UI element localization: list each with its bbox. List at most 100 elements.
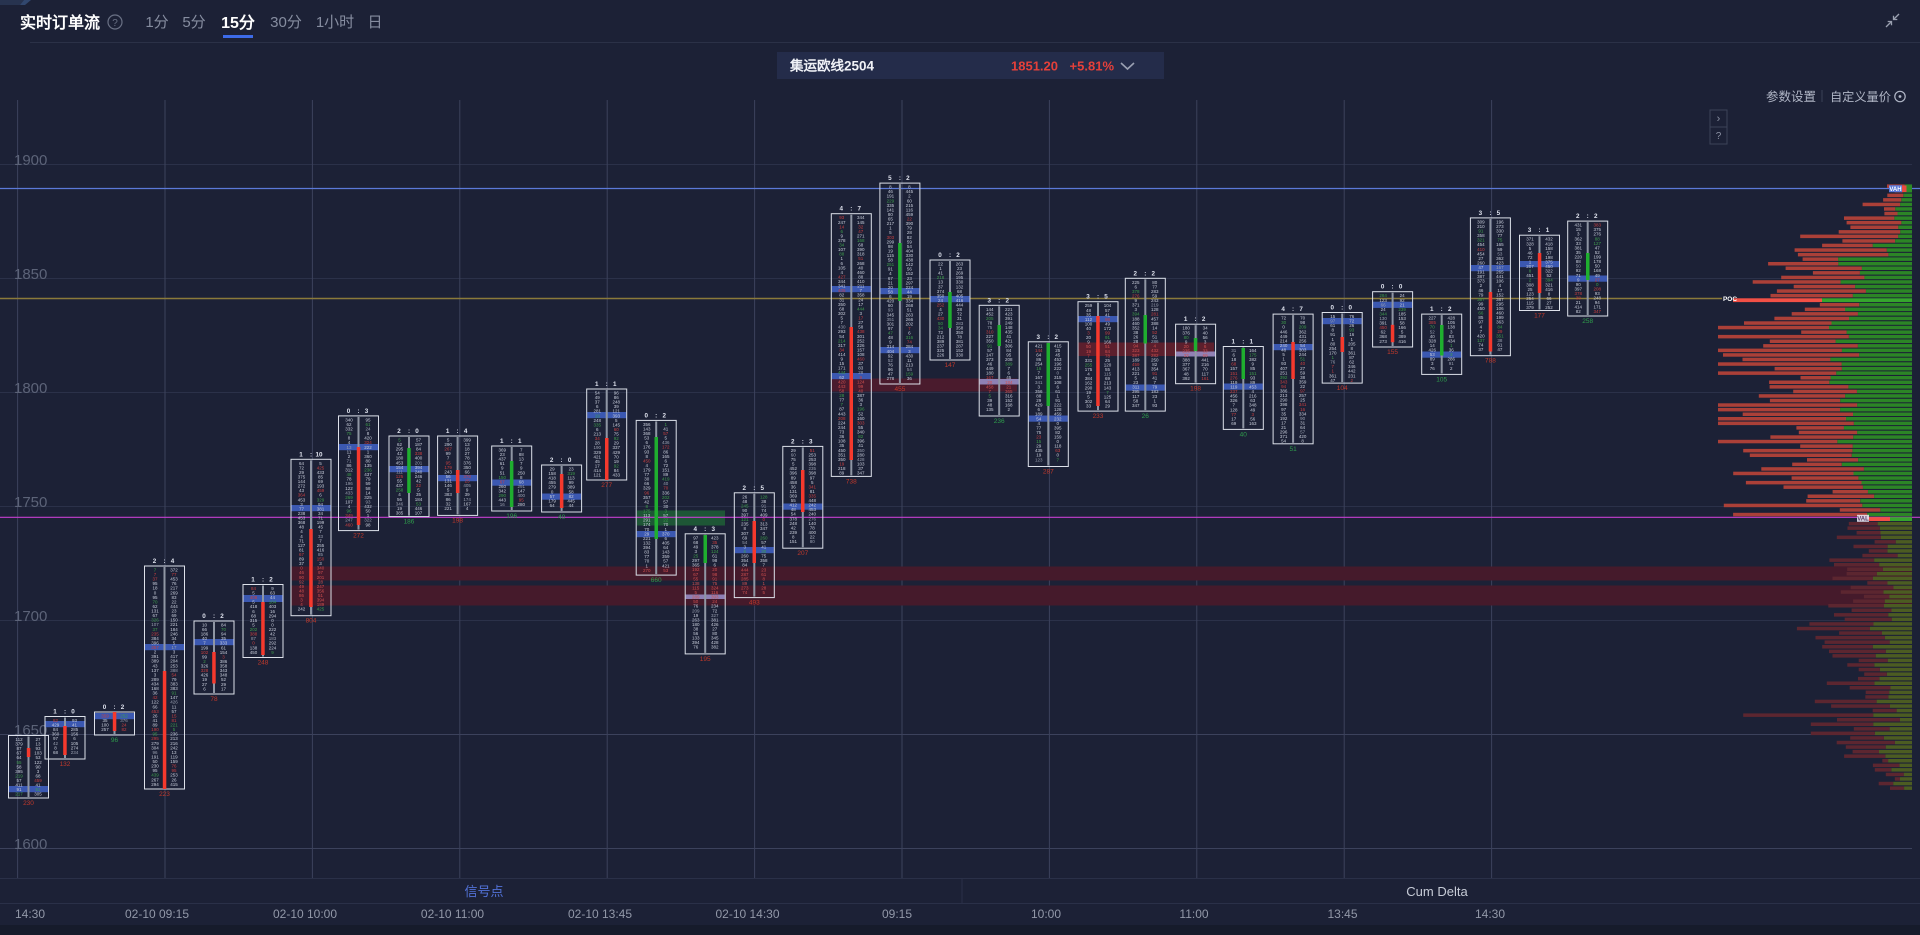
svg-text:75: 75 xyxy=(1036,430,1042,435)
svg-text:307: 307 xyxy=(741,531,749,536)
svg-text:77: 77 xyxy=(1152,284,1158,289)
svg-text:64: 64 xyxy=(16,755,22,760)
svg-text::: : xyxy=(64,709,66,716)
svg-text:444: 444 xyxy=(956,303,964,308)
svg-text:88: 88 xyxy=(519,452,525,457)
svg-text:6: 6 xyxy=(664,536,667,541)
svg-text:351: 351 xyxy=(838,452,846,457)
svg-text:60: 60 xyxy=(614,427,620,432)
svg-text:333: 333 xyxy=(220,641,228,646)
svg-text:117: 117 xyxy=(1132,394,1140,399)
svg-text:95: 95 xyxy=(152,595,158,600)
svg-text:386: 386 xyxy=(220,659,228,664)
svg-text:193: 193 xyxy=(317,484,325,489)
svg-text:425: 425 xyxy=(317,607,325,612)
svg-text:25: 25 xyxy=(1055,348,1061,353)
svg-text:276: 276 xyxy=(1230,375,1238,380)
svg-text:38: 38 xyxy=(761,499,767,504)
svg-text:0: 0 xyxy=(1596,282,1599,287)
svg-text:58: 58 xyxy=(569,489,575,494)
svg-text:27: 27 xyxy=(1595,277,1601,282)
svg-text:5: 5 xyxy=(173,727,176,732)
svg-text:165: 165 xyxy=(1496,242,1504,247)
svg-text:384: 384 xyxy=(151,636,159,641)
svg-text:268: 268 xyxy=(906,303,914,308)
svg-text:325: 325 xyxy=(364,495,372,500)
svg-text:183: 183 xyxy=(1151,389,1159,394)
svg-text:8: 8 xyxy=(54,745,57,750)
svg-text:312: 312 xyxy=(345,468,353,473)
svg-text:9: 9 xyxy=(271,650,274,655)
svg-text:42: 42 xyxy=(791,525,797,530)
svg-text:316: 316 xyxy=(906,335,914,340)
svg-text:140: 140 xyxy=(809,521,817,526)
svg-text:87: 87 xyxy=(1349,355,1355,360)
svg-text:444: 444 xyxy=(838,370,846,375)
svg-text:392: 392 xyxy=(1182,376,1190,381)
svg-text:34: 34 xyxy=(318,511,324,516)
svg-text:398: 398 xyxy=(809,462,817,467)
svg-text:5: 5 xyxy=(763,590,766,595)
svg-text:75: 75 xyxy=(791,457,797,462)
svg-text:38: 38 xyxy=(1300,375,1306,380)
svg-text:7: 7 xyxy=(154,568,157,573)
svg-text:153: 153 xyxy=(1398,316,1406,321)
svg-text:91: 91 xyxy=(761,503,767,508)
svg-text:8: 8 xyxy=(367,431,370,436)
svg-text:8: 8 xyxy=(908,185,911,190)
svg-text:5分: 5分 xyxy=(182,14,205,31)
svg-text:90: 90 xyxy=(35,764,41,769)
svg-text:396: 396 xyxy=(857,439,865,444)
svg-text:78: 78 xyxy=(346,477,352,482)
svg-text:28: 28 xyxy=(907,230,913,235)
svg-text:9: 9 xyxy=(1577,277,1580,282)
svg-text:77: 77 xyxy=(171,572,177,577)
svg-text:7: 7 xyxy=(908,326,911,331)
svg-text:23: 23 xyxy=(957,266,963,271)
svg-text:96: 96 xyxy=(614,391,620,396)
svg-text:143: 143 xyxy=(662,550,670,555)
svg-text:28: 28 xyxy=(858,370,864,375)
svg-text:453: 453 xyxy=(1249,385,1257,390)
svg-text:341: 341 xyxy=(1035,380,1043,385)
svg-text:33: 33 xyxy=(1184,353,1190,358)
svg-text:198: 198 xyxy=(1190,386,1201,393)
svg-text:72: 72 xyxy=(299,465,305,470)
svg-text:47: 47 xyxy=(888,331,894,336)
svg-text:31: 31 xyxy=(1231,348,1237,353)
svg-text:37: 37 xyxy=(1478,347,1484,352)
svg-text:1: 1 xyxy=(1529,260,1532,265)
svg-text:361: 361 xyxy=(1348,351,1356,356)
svg-text:334: 334 xyxy=(1299,411,1307,416)
svg-text:192: 192 xyxy=(692,567,700,572)
svg-text:59: 59 xyxy=(1497,247,1503,252)
svg-text:190: 190 xyxy=(151,727,159,732)
svg-text::: : xyxy=(704,526,706,533)
svg-text:30: 30 xyxy=(644,477,650,482)
svg-text:94: 94 xyxy=(1281,384,1287,389)
svg-text:443: 443 xyxy=(838,411,846,416)
svg-text:151: 151 xyxy=(790,539,798,544)
svg-text:58: 58 xyxy=(1400,321,1406,326)
svg-text:3: 3 xyxy=(1431,361,1434,366)
svg-text:189: 189 xyxy=(1132,357,1140,362)
svg-text:68: 68 xyxy=(53,750,59,755)
svg-text::: : xyxy=(1097,294,1099,301)
svg-text::: : xyxy=(213,613,215,620)
svg-text:286: 286 xyxy=(1447,357,1455,362)
svg-text:42: 42 xyxy=(416,479,422,484)
svg-text:41: 41 xyxy=(152,718,158,723)
svg-text:56: 56 xyxy=(1250,416,1256,421)
svg-text:1: 1 xyxy=(1331,355,1334,360)
svg-text:72: 72 xyxy=(1527,255,1533,260)
svg-text:400: 400 xyxy=(415,456,423,461)
svg-text:362: 362 xyxy=(1299,329,1307,334)
svg-text:267: 267 xyxy=(151,777,159,782)
svg-text:47: 47 xyxy=(1595,245,1601,250)
svg-text:22: 22 xyxy=(810,535,816,540)
svg-text:2: 2 xyxy=(1529,278,1532,283)
svg-text:6: 6 xyxy=(1007,371,1010,376)
svg-text:186: 186 xyxy=(404,519,415,526)
svg-text:226: 226 xyxy=(937,353,945,358)
svg-text:279: 279 xyxy=(548,485,556,490)
